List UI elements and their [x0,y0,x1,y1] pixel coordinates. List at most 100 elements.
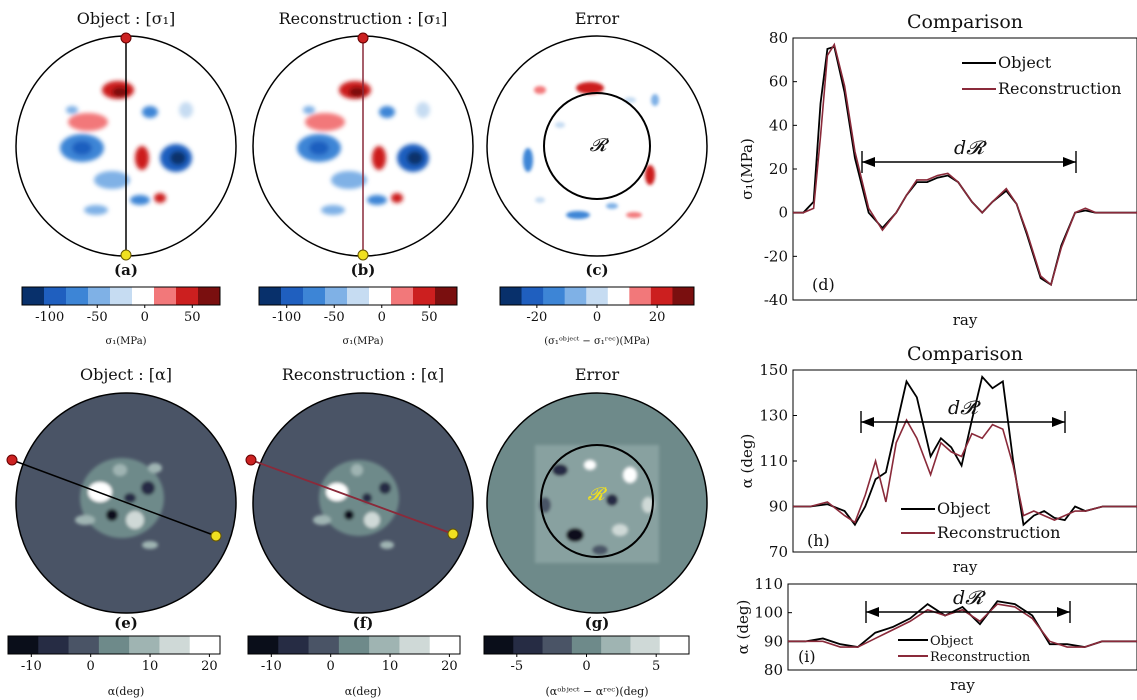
y-tick-label: 20 [769,160,788,178]
legend-label: Object [998,53,1052,72]
panel-e-title: Object : [α] [80,365,172,384]
colorbar-swatch [154,287,177,305]
colorbar-swatch [369,287,392,305]
y-tick-label: 90 [764,632,783,650]
panel-b-letter: (b) [351,261,376,279]
panel-d-letter: (d) [812,275,835,294]
region-annotation: d𝓡 [953,587,986,609]
panel-b-field [297,81,430,215]
colorbar-swatch [650,287,673,305]
colorbar-tick-label: -50 [87,310,108,325]
y-axis-label: α (deg) [734,600,752,655]
colorbar-swatch [308,636,340,654]
colorbar-swatch [68,636,100,654]
panel-c-title: Error [575,9,620,28]
colorbar-tick-label: 10 [382,659,399,674]
panel-a-field [60,81,193,215]
colorbar-tick-label: -10 [261,659,282,674]
colorbar-swatch [630,636,661,654]
colorbar-swatch [500,287,522,305]
chart-title: Comparison [907,11,1023,33]
colorbar-tick-label: 50 [421,310,438,325]
y-axis-label: σ₁(MPa) [738,138,756,200]
colorbar-frame [21,286,221,306]
panel-a-letter: (a) [114,261,138,279]
colorbar-tick-label: 20 [441,659,458,674]
colorbar-swatch [513,636,543,654]
series-line-object [793,374,1137,527]
colorbar-swatch [564,287,587,305]
colorbar-swatch [659,636,690,654]
legend-label: Reconstruction [998,79,1121,98]
colorbar-swatch [521,287,544,305]
series-line-reconstruction [793,42,1137,287]
colorbar-frame [258,286,458,306]
colorbar-swatch [129,636,160,654]
colorbar-swatch [110,287,133,305]
colorbar-swatch [586,287,609,305]
panel-c-field [523,82,659,219]
region-arrow-head [862,157,875,167]
panel-g-letter: (g) [585,614,610,632]
panel-e-map [6,392,237,614]
panel-c-letter: (c) [585,261,608,279]
colorbar-swatch [38,636,69,654]
panel-a-title: Object : [σ₁] [77,9,176,28]
colorbar-swatch [391,287,414,305]
y-tick-label: -40 [764,291,788,309]
colorbar-swatch [429,636,461,654]
ray-start-marker [6,454,18,466]
region-annotation: d𝓡 [954,137,987,159]
region-arrow-head [1052,417,1065,427]
colorbar-f: -10 0 10 20 [247,635,461,674]
legend-label: Reconstruction [937,523,1060,542]
plot-frame [792,37,1137,301]
region-arrow-head [1057,607,1070,617]
colorbar-c: -20 0 20 [499,286,695,325]
panel-i-letter: (i) [798,647,816,666]
panel-g-map: 𝓡 [486,392,708,614]
series-line-object [788,600,1137,649]
colorbar-tick-label: 0 [87,659,95,674]
y-tick-label: 80 [764,661,783,679]
panel-e-ray-line [11,459,217,537]
colorbar-swatch [176,287,199,305]
legend-label: Object [930,634,974,649]
colorbar-g-label: (αᵒᵇʲᵉᶜᵗ − αʳᵉᶜ)(deg) [545,685,648,698]
y-tick-label: 90 [769,498,788,516]
colorbar-swatch [484,636,514,654]
chart-d: 80 60 40 20 0 -20 -40 Comparison ray σ₁(MPa) d𝓡 Obj… [738,11,1137,329]
colorbar-tick-label: 20 [649,310,666,325]
colorbar-tick-label: 0 [593,310,601,325]
colorbar-swatch [281,287,304,305]
legend-label: Reconstruction [930,650,1031,665]
ray-end-marker [357,249,369,261]
legend-label: Object [937,499,991,518]
chart-title: Comparison [907,343,1023,365]
colorbar-tick-label: -100 [272,310,301,325]
panel-e-field [75,458,164,549]
colorbar-swatch [542,636,573,654]
panel-f-letter: (f) [353,614,374,632]
colorbar-swatch [629,287,652,305]
ray-start-marker [357,32,369,44]
colorbar-swatch [601,636,631,654]
colorbar-swatch [543,287,566,305]
region-label: 𝓡 [590,135,610,156]
chart-i: 110 100 90 80 ray α (deg) d𝓡 ObjectReconstructi… [734,575,1137,694]
colorbar-tick-label: 5 [652,659,660,674]
colorbar-tick-label: 20 [201,659,218,674]
colorbar-tick-label: 0 [327,659,335,674]
chart-h: 150 130 110 90 70 Comparison ray α (deg) d𝓡 Objec… [738,343,1137,576]
colorbar-tick-label: 10 [142,659,159,674]
panel-b-title: Reconstruction : [σ₁] [279,9,448,28]
y-tick-label: 100 [754,604,783,622]
colorbar-swatch [347,287,370,305]
series-line-reconstruction [788,603,1137,648]
y-tick-label: 110 [759,452,788,470]
colorbar-swatch [159,636,191,654]
ray-end-marker [210,530,222,542]
colorbar-tick-label: 0 [378,310,386,325]
panel-f-title: Reconstruction : [α] [282,365,444,384]
